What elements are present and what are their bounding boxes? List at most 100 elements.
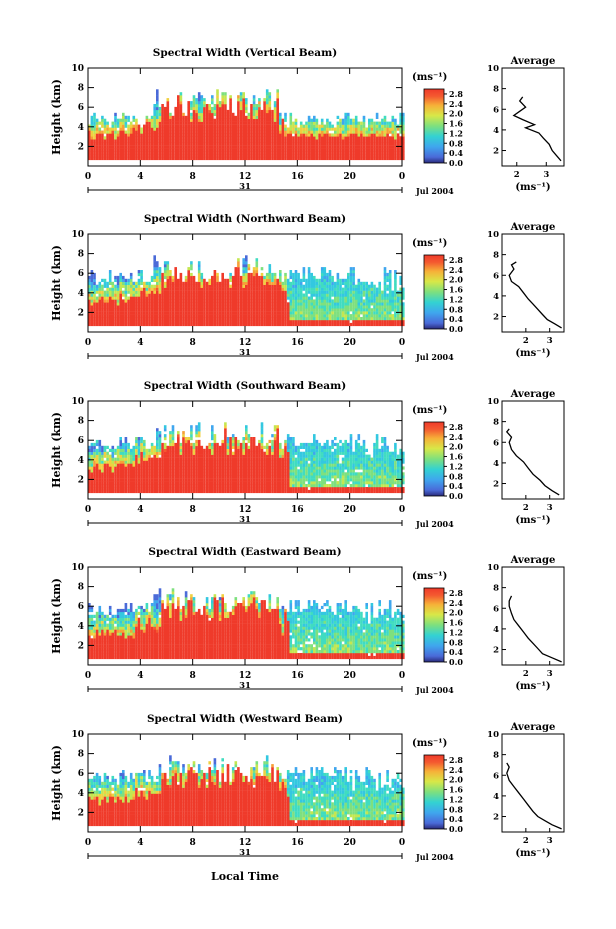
heatmap-cell [331, 139, 334, 143]
heatmap-cell [213, 130, 217, 134]
heatmap-cell [386, 299, 389, 303]
heatmap-cell [284, 127, 287, 131]
heatmap-cell [320, 287, 324, 291]
heatmap-cell [169, 454, 172, 458]
heatmap-cell [158, 451, 162, 455]
heatmap-cell [320, 293, 324, 297]
heatmap-cell [352, 320, 355, 324]
heatmap-cell [132, 475, 136, 479]
heatmap-cell [156, 109, 159, 114]
heatmap-cell [111, 305, 115, 309]
heatmap-cell [166, 305, 170, 309]
heatmap-cell [211, 145, 214, 149]
heatmap-cell [271, 287, 274, 291]
colorbar [423, 254, 445, 330]
heatmap-cell [174, 489, 177, 494]
heatmap-cell [195, 451, 198, 455]
heatmap-cell [177, 457, 180, 461]
heatmap-cell [122, 484, 125, 488]
heatmap-cell [226, 317, 230, 321]
heatmap-cell [190, 133, 193, 137]
heatmap-cell [268, 281, 272, 285]
heatmap-cell [224, 127, 227, 131]
heatmap-cell [368, 121, 371, 125]
heatmap-cell [268, 320, 272, 324]
heatmap-cell [156, 264, 159, 268]
heatmap-cell [286, 314, 290, 318]
heatmap-cell [153, 317, 156, 321]
heatmap-cell [224, 124, 227, 128]
heatmap-cell [184, 299, 188, 303]
heatmap-cell [386, 314, 389, 318]
heatmap-cell [388, 127, 392, 131]
heatmap-cell [347, 151, 350, 155]
heatmap-cell [360, 308, 363, 312]
heatmap-cell [137, 487, 141, 491]
heatmap-cell [200, 469, 204, 473]
heatmap-cell [166, 109, 170, 114]
heatmap-cell [143, 305, 146, 309]
heatmap-cell [255, 106, 259, 111]
heatmap-cell [182, 293, 185, 297]
heatmap-cell [224, 133, 227, 137]
heatmap-cell [383, 284, 387, 288]
heatmap-cell [292, 151, 295, 155]
heatmap-cell [252, 151, 256, 155]
heatmap-cell [347, 320, 350, 324]
heatmap-cell [127, 148, 130, 152]
heatmap-cell [336, 115, 340, 119]
heatmap-cell [98, 151, 102, 155]
heatmap-cell [221, 154, 224, 158]
heatmap-cell [245, 278, 248, 282]
heatmap-cell [111, 156, 115, 161]
heatmap-cell [313, 293, 316, 297]
heatmap-cell [307, 284, 311, 288]
heatmap-cell [124, 142, 128, 146]
heatmap-cell [268, 302, 272, 306]
heatmap-cell [135, 481, 138, 485]
heatmap-cell [208, 284, 211, 288]
heatmap-cell [260, 124, 264, 128]
heatmap-cell [305, 284, 308, 288]
heatmap-cell [386, 275, 389, 280]
heatmap-cell [357, 130, 361, 134]
heatmap-cell [177, 115, 180, 119]
heatmap-cell [169, 311, 172, 315]
heatmap-cell [169, 451, 172, 455]
heatmap-cell [187, 121, 190, 125]
heatmap-cell [292, 139, 295, 143]
heatmap-cell [95, 296, 99, 300]
heatmap-cell [365, 293, 368, 297]
heatmap-cell [307, 156, 311, 161]
heatmap-cell [93, 272, 96, 277]
heatmap-cell [166, 463, 170, 467]
heatmap-cell [242, 302, 245, 306]
heatmap-cell [106, 133, 109, 137]
heatmap-cell [273, 148, 277, 152]
heatmap-cell [111, 124, 115, 128]
heatmap-cell [156, 148, 159, 152]
heatmap-cell [239, 317, 243, 321]
heatmap-cell [347, 154, 350, 158]
heatmap-cell [135, 299, 138, 303]
heatmap-cell [352, 302, 355, 306]
heatmap-cell [140, 130, 143, 134]
profile-y-tick-label: 8 [493, 85, 499, 95]
heatmap-cell [242, 270, 245, 274]
heatmap-cell [161, 109, 164, 114]
heatmap-cell [229, 308, 232, 312]
heatmap-cell [143, 463, 146, 467]
heatmap-cell [354, 284, 358, 288]
heatmap-cell [179, 457, 183, 461]
heatmap-cell [192, 109, 196, 114]
heatmap-cell [302, 151, 306, 155]
heatmap-cell [161, 311, 164, 315]
heatmap-cell [192, 142, 196, 146]
heatmap-cell [95, 489, 99, 494]
heatmap-cell [114, 469, 117, 473]
heatmap-cell [166, 124, 170, 128]
heatmap-cell [271, 151, 274, 155]
heatmap-cell [184, 439, 188, 444]
heatmap-cell [271, 314, 274, 318]
heatmap-cell [140, 484, 143, 488]
